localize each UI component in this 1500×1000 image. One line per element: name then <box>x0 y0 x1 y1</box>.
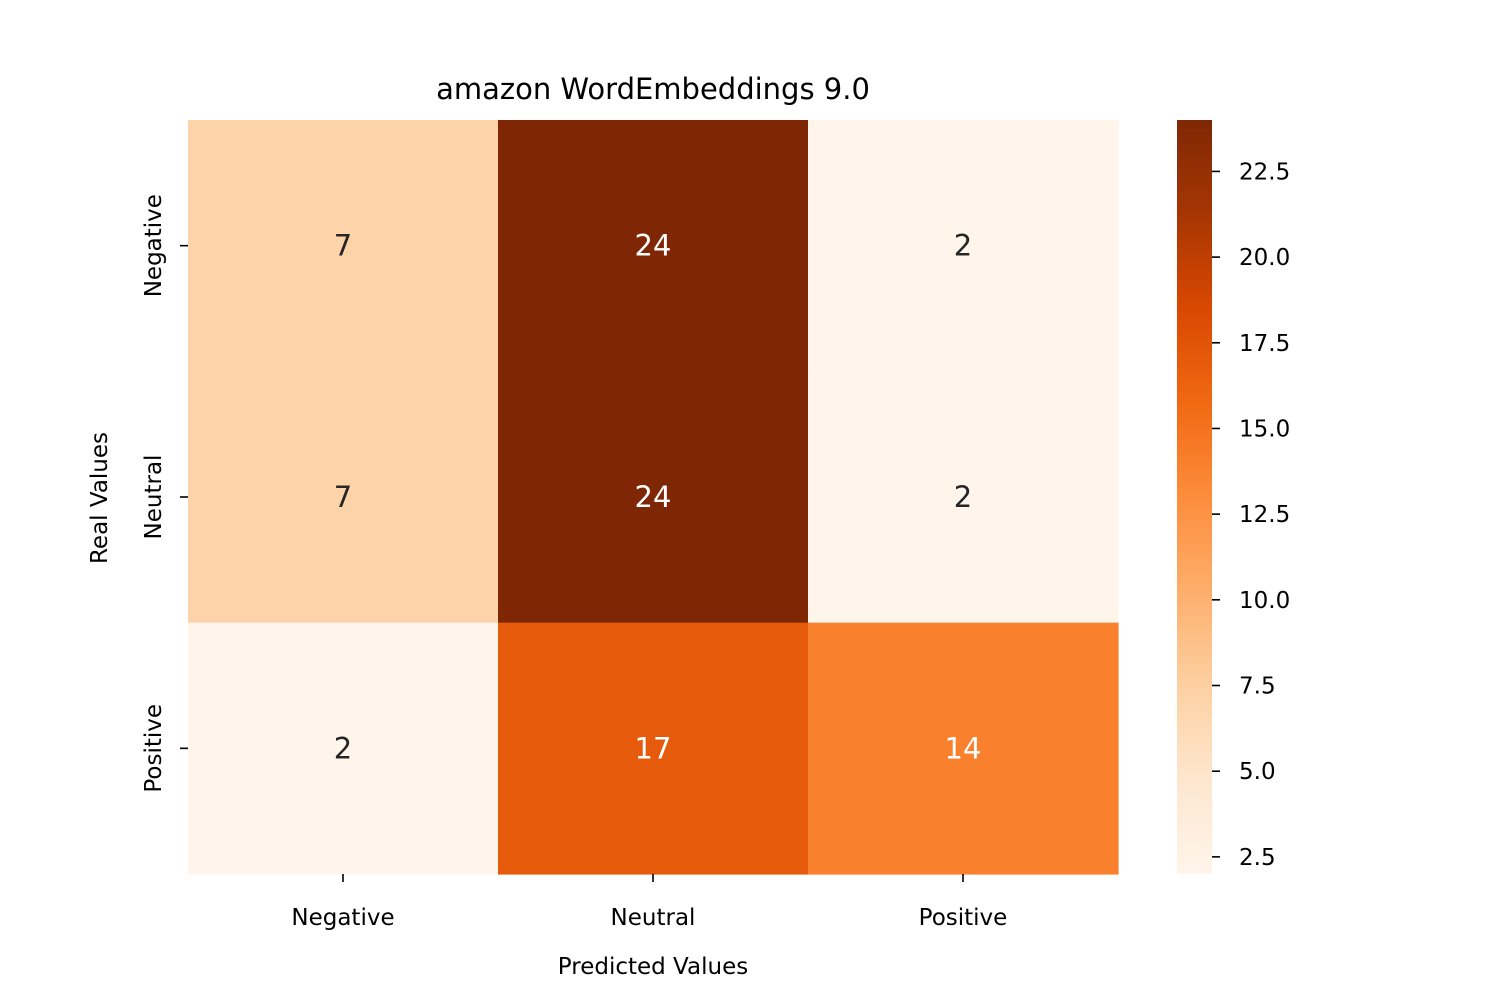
x-tick-label: Negative <box>291 905 394 931</box>
cell-value-label: 2 <box>954 229 972 263</box>
cell-value-label: 24 <box>635 229 672 263</box>
colorbar-tick-label: 10.0 <box>1239 588 1290 614</box>
cell-value-label: 2 <box>954 480 972 514</box>
heatmap-cell-labels: 7 24 2 7 24 2 2 17 14 <box>334 229 982 766</box>
y-axis: Negative Neutral Positive <box>141 194 188 793</box>
colorbar-tick-label: 20.0 <box>1239 245 1290 271</box>
cell-value-label: 24 <box>635 480 672 514</box>
colorbar-tick-label: 12.5 <box>1239 502 1290 528</box>
cell-value-label: 2 <box>334 731 352 765</box>
heatmap-cell-negative-positive <box>808 120 1119 372</box>
colorbar-tick-label: 22.5 <box>1239 159 1290 185</box>
heatmap-cell-neutral-positive <box>808 371 1119 624</box>
heatmap-cell-positive-neutral <box>498 622 809 875</box>
cell-value-label: 7 <box>334 480 352 514</box>
heatmap-cell-positive-positive <box>808 622 1119 875</box>
cell-value-label: 14 <box>945 731 982 765</box>
heatmap-cell-negative-negative <box>188 120 499 372</box>
x-tick-label: Neutral <box>611 905 696 931</box>
heatmap-cell-neutral-neutral <box>498 371 809 624</box>
cell-value-label: 7 <box>334 229 352 263</box>
colorbar-tick-label: 5.0 <box>1239 759 1276 785</box>
y-axis-label: Real Values <box>87 432 113 564</box>
colorbar-tick-label: 17.5 <box>1239 331 1290 357</box>
chart-title: amazon WordEmbeddings 9.0 <box>436 72 870 106</box>
x-axis: Negative Neutral Positive <box>291 873 1008 931</box>
y-tick-label: Neutral <box>141 455 167 540</box>
y-tick-label: Negative <box>141 194 167 297</box>
heatmap-cell-positive-negative <box>188 622 499 875</box>
colorbar-tick-label: 2.5 <box>1239 845 1276 871</box>
x-axis-label: Predicted Values <box>558 954 748 980</box>
colorbar-axis: 2.5 5.0 7.5 10.0 12.5 15.0 17.5 20.0 22.5 <box>1212 159 1290 871</box>
colorbar-tick-label: 15.0 <box>1239 416 1290 442</box>
cell-value-label: 17 <box>635 731 672 765</box>
heatmap-cells <box>188 120 1119 875</box>
heatmap-cell-negative-neutral <box>498 120 809 372</box>
colorbar <box>1177 120 1212 874</box>
colorbar-tick-label: 7.5 <box>1239 674 1276 700</box>
x-tick-label: Positive <box>919 905 1008 931</box>
heatmap-cell-neutral-negative <box>188 371 499 624</box>
y-tick-label: Positive <box>141 704 167 793</box>
